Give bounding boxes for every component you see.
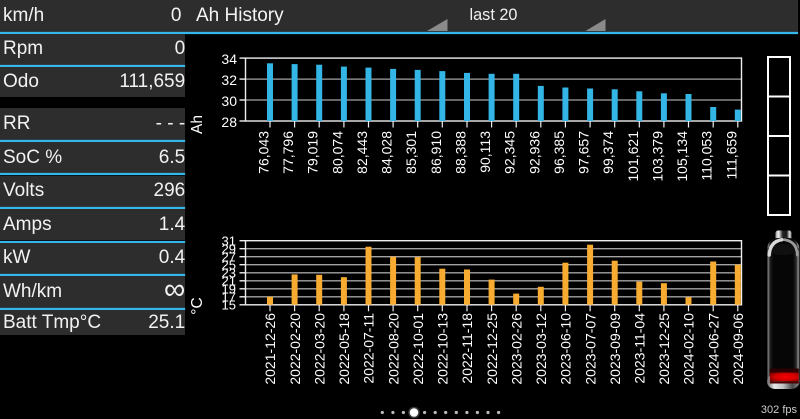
svg-text:76,043: 76,043 — [256, 131, 272, 174]
svg-text:32: 32 — [221, 72, 237, 88]
svg-text:31: 31 — [222, 233, 236, 248]
svg-text:90,113: 90,113 — [477, 131, 493, 173]
svg-text:77,796: 77,796 — [280, 131, 296, 174]
svg-text:29: 29 — [222, 241, 236, 256]
svg-text:86,910: 86,910 — [428, 131, 444, 174]
svg-text:25: 25 — [222, 257, 236, 272]
svg-text:99,374: 99,374 — [600, 131, 616, 174]
svg-text:19: 19 — [222, 281, 236, 296]
svg-text:2022-10-13: 2022-10-13 — [435, 313, 451, 385]
svg-text:96,385: 96,385 — [551, 131, 567, 174]
svg-text:21: 21 — [222, 273, 236, 288]
svg-text:302 fps: 302 fps — [761, 404, 798, 416]
svg-text:2024-02-10: 2024-02-10 — [681, 313, 697, 385]
svg-text:2023-09-09: 2023-09-09 — [607, 313, 623, 385]
svg-text:2023-02-26: 2023-02-26 — [508, 313, 524, 385]
svg-text:15: 15 — [222, 297, 236, 312]
svg-text:101,621: 101,621 — [625, 131, 641, 182]
svg-text:28: 28 — [221, 114, 237, 130]
svg-text:Ah: Ah — [189, 115, 206, 134]
svg-text:2023-03-12: 2023-03-12 — [533, 313, 549, 385]
svg-text:110,053: 110,053 — [699, 131, 715, 181]
svg-text:23: 23 — [222, 265, 236, 280]
svg-text:2022-05-18: 2022-05-18 — [336, 313, 352, 385]
svg-text:111,659: 111,659 — [723, 131, 739, 180]
svg-text:2022-10-01: 2022-10-01 — [410, 313, 426, 385]
svg-text:2021-12-26: 2021-12-26 — [262, 313, 278, 385]
svg-text:2023-11-04: 2023-11-04 — [632, 313, 648, 384]
svg-text:85,301: 85,301 — [403, 131, 419, 174]
svg-text:92,936: 92,936 — [526, 131, 542, 174]
svg-text:84,028: 84,028 — [379, 131, 395, 174]
svg-text:17: 17 — [222, 289, 236, 304]
svg-text:2023-07-07: 2023-07-07 — [582, 313, 598, 385]
svg-text:34: 34 — [221, 51, 237, 67]
svg-text:82,443: 82,443 — [354, 131, 370, 174]
svg-text:27: 27 — [222, 249, 236, 264]
svg-text:92,345: 92,345 — [502, 131, 518, 174]
svg-text:80,074: 80,074 — [329, 131, 345, 174]
svg-text:103,379: 103,379 — [649, 131, 665, 182]
svg-text:105,134: 105,134 — [674, 131, 690, 182]
svg-text:2024-06-27: 2024-06-27 — [705, 313, 721, 385]
svg-text:2023-06-10: 2023-06-10 — [558, 313, 574, 385]
svg-text:2022-03-20: 2022-03-20 — [311, 313, 327, 385]
svg-text:2022-12-25: 2022-12-25 — [484, 313, 500, 385]
svg-text:2022-07-11: 2022-07-11 — [361, 313, 377, 384]
svg-text:88,388: 88,388 — [453, 131, 469, 174]
svg-text:2024-09-06: 2024-09-06 — [730, 313, 746, 385]
svg-text:2023-12-25: 2023-12-25 — [656, 313, 672, 385]
svg-text:79,019: 79,019 — [305, 131, 321, 174]
svg-text:30: 30 — [221, 93, 237, 109]
svg-text:2022-11-18: 2022-11-18 — [459, 313, 475, 384]
svg-text:2022-08-20: 2022-08-20 — [385, 313, 401, 385]
svg-text:2022-02-20: 2022-02-20 — [287, 313, 303, 385]
svg-text:97,657: 97,657 — [576, 131, 592, 174]
svg-text:°C: °C — [189, 297, 206, 314]
